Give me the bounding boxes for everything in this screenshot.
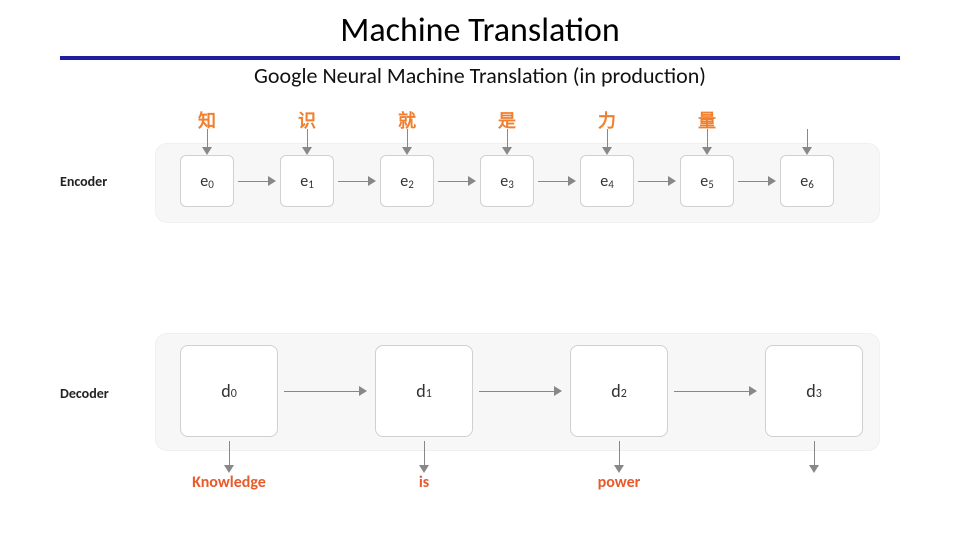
arrow-head-icon (809, 465, 819, 473)
decoder-output-token: power (559, 473, 679, 492)
subtitle: Google Neural Machine Translation (in pr… (0, 62, 960, 89)
arrow-down-encoder (407, 129, 408, 149)
arrow-right-decoder (479, 391, 556, 392)
arrow-right-encoder (538, 181, 570, 182)
title-rule (60, 56, 900, 60)
decoder-cell: d3 (765, 345, 863, 437)
arrow-right-encoder (338, 181, 370, 182)
arrow-head-icon (502, 147, 512, 155)
decoder-cell: d2 (570, 345, 668, 437)
arrow-head-icon (702, 147, 712, 155)
arrow-right-decoder (674, 391, 751, 392)
arrow-down-encoder (807, 129, 808, 149)
arrow-head-icon (468, 176, 476, 186)
arrow-down-decoder (424, 441, 425, 467)
arrow-head-icon (359, 386, 367, 396)
encoder-cell: e6 (780, 155, 834, 207)
arrow-head-icon (749, 386, 757, 396)
decoder-output-token: Knowledge (169, 473, 289, 492)
arrow-head-icon (402, 147, 412, 155)
arrow-down-decoder (619, 441, 620, 467)
decoder-cell: d0 (180, 345, 278, 437)
nmt-diagram: Encoder Decoder 知e0识e1就e2是e3力e4量e5e6d0Kn… (40, 95, 920, 515)
arrow-down-decoder (229, 441, 230, 467)
arrow-right-decoder (284, 391, 361, 392)
arrow-down-encoder (507, 129, 508, 149)
arrow-down-decoder (814, 441, 815, 467)
arrow-head-icon (602, 147, 612, 155)
encoder-cell: e3 (480, 155, 534, 207)
arrow-head-icon (668, 176, 676, 186)
arrow-head-icon (202, 147, 212, 155)
arrow-head-icon (368, 176, 376, 186)
page-title: Machine Translation (0, 10, 960, 51)
arrow-head-icon (554, 386, 562, 396)
arrow-down-encoder (207, 129, 208, 149)
arrow-down-encoder (707, 129, 708, 149)
arrow-head-icon (419, 465, 429, 473)
arrow-head-icon (568, 176, 576, 186)
arrow-head-icon (268, 176, 276, 186)
encoder-cell: e4 (580, 155, 634, 207)
arrow-right-encoder (438, 181, 470, 182)
encoder-cell: e0 (180, 155, 234, 207)
encoder-cell: e1 (280, 155, 334, 207)
arrow-head-icon (614, 465, 624, 473)
arrow-head-icon (802, 147, 812, 155)
arrow-right-encoder (238, 181, 270, 182)
arrow-right-encoder (738, 181, 770, 182)
decoder-output-token: is (364, 473, 484, 492)
encoder-cell: e5 (680, 155, 734, 207)
arrow-down-encoder (607, 129, 608, 149)
arrow-right-encoder (638, 181, 670, 182)
encoder-label: Encoder (60, 173, 107, 190)
decoder-cell: d1 (375, 345, 473, 437)
encoder-cell: e2 (380, 155, 434, 207)
arrow-down-encoder (307, 129, 308, 149)
arrow-head-icon (768, 176, 776, 186)
arrow-head-icon (224, 465, 234, 473)
arrow-head-icon (302, 147, 312, 155)
decoder-label: Decoder (60, 385, 109, 402)
